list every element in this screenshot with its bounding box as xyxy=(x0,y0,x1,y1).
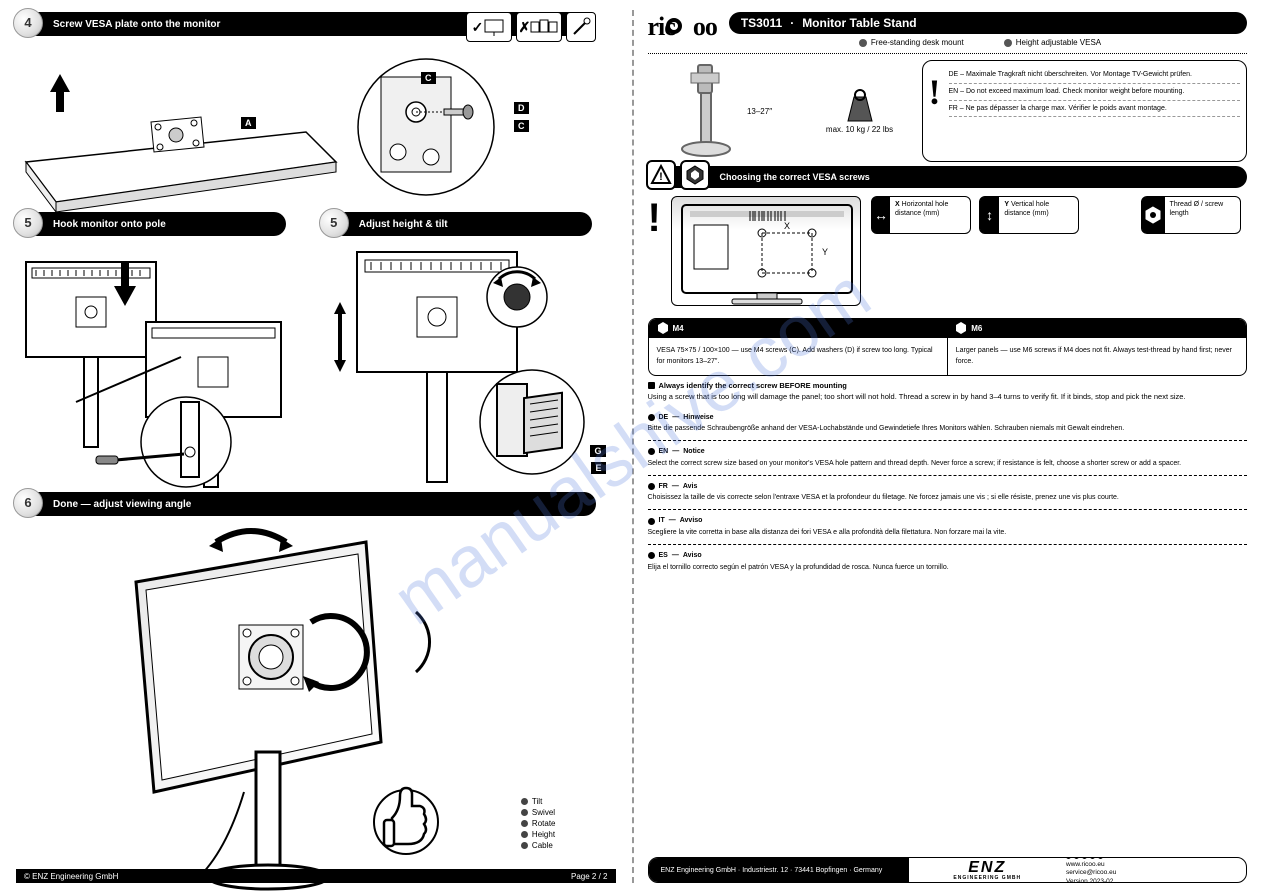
step-5a-title: Hook monitor onto pole xyxy=(53,219,166,230)
footer-left-page: Page 2 / 2 xyxy=(571,872,607,881)
diagram-step-5b: G E xyxy=(322,242,616,492)
lang-it: IT — Avviso Scegliere la vite corretta i… xyxy=(648,510,1248,545)
footer-right: ENZ Engineering GmbH · Industriestr. 12 … xyxy=(648,857,1248,883)
part-label-c-1: C xyxy=(421,72,436,84)
lang-en: EN — Notice Select the correct screw siz… xyxy=(648,441,1248,476)
step-5a-number: 5 xyxy=(13,208,43,238)
step-5b-title: Adjust height & tilt xyxy=(359,219,448,230)
vesa-row: ! X Y xyxy=(648,188,1248,314)
warning-icon: ! xyxy=(929,67,941,155)
spec-weight: max. 10 kg / 22 lbs xyxy=(810,60,910,162)
thread-col2-head: M6 xyxy=(947,319,1246,337)
footer-enz-logo: ENZ ENGINEERING GMBH xyxy=(909,860,1067,881)
lang-fr: FR — Avis Choisissez la taille de vis co… xyxy=(648,476,1248,511)
lang-es: ES — Aviso Elija el tornillo correcto se… xyxy=(648,545,1248,579)
model-info: Free-standing desk mount Height adjustab… xyxy=(729,34,1247,51)
step-4-number: 4 xyxy=(13,8,43,38)
hex-icon xyxy=(680,160,710,190)
spec-row: 13–27″ max. 10 kg / 22 lbs ! DE – Maxima… xyxy=(648,56,1248,166)
footer-left-copyright: © ENZ Engineering GmbH xyxy=(24,872,118,881)
step-6-number: 6 xyxy=(13,488,43,518)
diagram-step-5a xyxy=(16,242,310,492)
vesa-tv-diagram: X Y xyxy=(671,196,861,306)
vesa-warning-icon: ! xyxy=(648,196,661,241)
footer-address: ENZ Engineering GmbH · Industriestr. 12 … xyxy=(649,858,909,882)
step-5-row: 5 Hook monitor onto pole xyxy=(16,212,616,492)
part-label-d: D xyxy=(514,102,529,114)
step-6-section: 6 Done — adjust viewing angle xyxy=(16,492,616,892)
vesa-box-y: ↕ Y Vertical hole distance (mm) xyxy=(979,196,1079,234)
thread-table: M4 M6 VESA 75×75 / 100×100 — use M4 scre… xyxy=(648,318,1248,376)
brand-row: ricoo TS3011 · Monitor Table Stand Free-… xyxy=(648,12,1248,51)
ok-icon: ✓ xyxy=(466,12,512,42)
screw-header-title: Choosing the correct VESA screws xyxy=(720,172,870,182)
spec-product-image: 13–27″ xyxy=(648,60,798,162)
compatibility-icons: ✓ ✗ xyxy=(466,12,596,42)
step-5a-header: 5 Hook monitor onto pole xyxy=(16,212,286,236)
model-bar: TS3011 · Monitor Table Stand xyxy=(729,12,1247,34)
spec-warning-box: ! DE – Maximale Tragkraft nicht überschr… xyxy=(922,60,1248,162)
step-4-section: 4 Screw VESA plate onto the monitor ✓ ✗ xyxy=(16,12,616,212)
dotted-separator xyxy=(648,53,1248,54)
part-label-c-2: C xyxy=(514,120,529,132)
step-5a-section: 5 Hook monitor onto pole xyxy=(16,212,310,492)
thread-col1-body: VESA 75×75 / 100×100 — use M4 screws (C)… xyxy=(649,338,948,375)
step-5b-section: 5 Adjust height & tilt xyxy=(322,212,616,492)
notice-block: Always identify the correct screw BEFORE… xyxy=(648,376,1248,407)
left-page: 4 Screw VESA plate onto the monitor ✓ ✗ xyxy=(0,0,632,893)
model-type: Monitor Table Stand xyxy=(802,16,916,30)
part-label-e: E xyxy=(591,462,605,474)
step-4-title: Screw VESA plate onto the monitor xyxy=(53,19,220,30)
svg-text:Y: Y xyxy=(822,247,828,257)
thread-col1-head: M4 xyxy=(649,319,948,337)
diagram-step-6: Tilt Swivel Rotate Height Cable xyxy=(16,522,616,892)
part-label-g: G xyxy=(590,445,605,457)
vesa-box-diameter: Thread Ø / screw length xyxy=(1141,196,1241,234)
step-5b-header: 5 Adjust height & tilt xyxy=(322,212,592,236)
step-5b-number: 5 xyxy=(319,208,349,238)
footer-links: www.ricoo.eu service@ricoo.eu Version 20… xyxy=(1066,857,1246,883)
screwdriver-icon xyxy=(566,12,596,42)
caution-icon: ! xyxy=(646,160,676,190)
svg-text:!: ! xyxy=(659,171,663,183)
svg-text:X: X xyxy=(784,221,790,231)
lang-de: DE — Hinweise Bitte die passende Schraub… xyxy=(648,407,1248,442)
vesa-legend: ↔ X Horizontal hole distance (mm) ↕ Y Ve… xyxy=(871,196,1247,234)
right-page: ricoo TS3011 · Monitor Table Stand Free-… xyxy=(632,0,1263,893)
done-checklist: Tilt Swivel Rotate Height Cable xyxy=(521,795,556,852)
part-label-a: A xyxy=(241,117,256,129)
thread-col2-body: Larger panels — use M6 screws if M4 does… xyxy=(948,338,1246,375)
vesa-box-x: ↔ X Horizontal hole distance (mm) xyxy=(871,196,971,234)
brand-logo: ricoo xyxy=(648,12,717,42)
model-code: TS3011 xyxy=(741,16,782,30)
step-6-title: Done — adjust viewing angle xyxy=(53,499,191,510)
screw-header: ! Choosing the correct VESA screws xyxy=(648,166,1248,188)
footer-left: © ENZ Engineering GmbH Page 2 / 2 xyxy=(16,869,616,883)
not-ok-icon: ✗ xyxy=(516,12,562,42)
diagram-step-4: A C D C xyxy=(16,42,616,212)
step-6-header: 6 Done — adjust viewing angle xyxy=(16,492,596,516)
